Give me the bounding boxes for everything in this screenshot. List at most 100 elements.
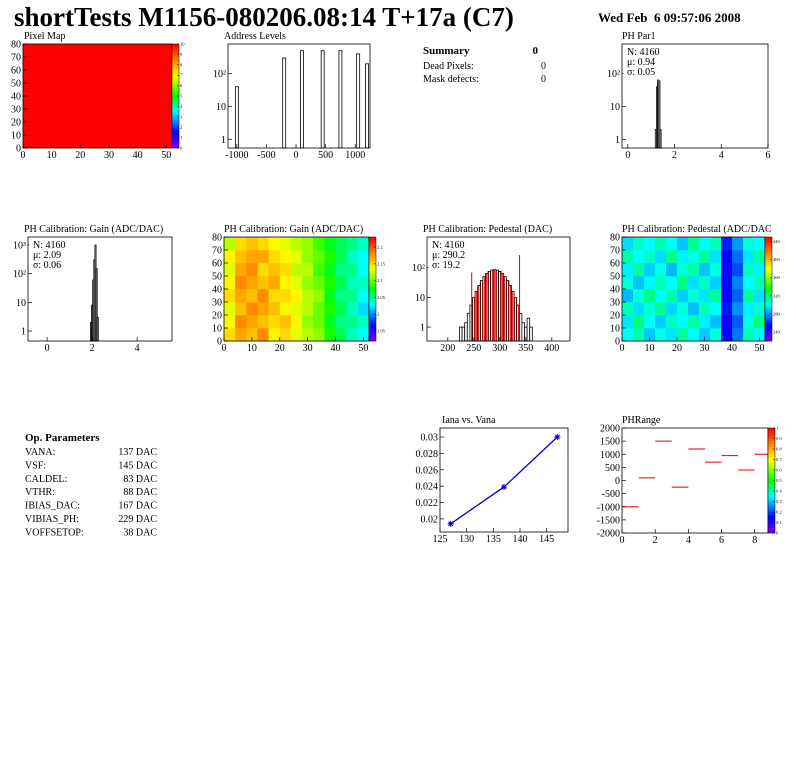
hist-bar	[356, 53, 361, 149]
colorbar-step	[768, 483, 775, 487]
heat-cell	[313, 263, 325, 277]
colorbar-step	[369, 278, 376, 282]
heat-cell	[710, 328, 722, 342]
hist-bar	[338, 50, 343, 149]
colorbar-step	[369, 309, 376, 313]
heat-cell	[279, 328, 292, 342]
x-tick-label: 0	[625, 150, 630, 161]
x-tick-label: 30	[104, 150, 114, 161]
y-tick-label: 10²	[412, 263, 425, 274]
heat-cell	[655, 276, 667, 290]
heat-cell	[290, 289, 303, 303]
panel-title: PH Calibration: Gain (ADC/DAC)	[224, 224, 363, 235]
op-name: CALDEL:	[25, 474, 67, 485]
heat-cell	[699, 276, 711, 290]
heat-cell	[324, 289, 336, 303]
colorbar-step	[765, 278, 772, 282]
x-tick-label: 0	[294, 150, 299, 161]
colorbar-step	[765, 304, 772, 308]
heat-cell	[754, 237, 766, 251]
colorbar-step	[765, 260, 772, 264]
heat-cell	[743, 250, 755, 264]
colorbar-step	[369, 291, 376, 295]
heat-cell	[302, 328, 314, 342]
heat-cell	[655, 250, 667, 264]
colorbar-step	[768, 485, 775, 489]
heat-cell	[224, 315, 236, 329]
heat-cell	[246, 250, 258, 264]
panel-title: Address Levels	[224, 31, 286, 42]
z-tick-label: 10	[180, 42, 185, 47]
heat-cell	[324, 302, 336, 316]
z-tick-label: 0.9	[776, 436, 782, 441]
heat-cell	[346, 263, 359, 277]
colorbar-step	[369, 333, 376, 337]
y-tick-label: 40	[212, 285, 222, 296]
z-tick-label: 7	[180, 73, 183, 78]
heat-cell	[688, 263, 700, 277]
hist-bar	[365, 63, 369, 149]
colorbar-step	[172, 145, 179, 149]
heat-cell	[721, 302, 733, 316]
heat-cell	[743, 276, 755, 290]
colorbar-step	[768, 451, 775, 455]
colorbar-step	[765, 242, 772, 246]
summary-value: 0	[541, 61, 546, 72]
heat-cell	[666, 315, 678, 329]
heat-cell	[335, 289, 347, 303]
heat-cell	[655, 328, 667, 342]
heat-cell	[710, 302, 722, 316]
heat-cell	[268, 263, 281, 277]
colorbar-step	[765, 263, 772, 266]
heat-cell	[302, 276, 314, 290]
x-tick-label: 2	[653, 535, 658, 546]
heat-cell	[268, 237, 281, 251]
colorbar-step	[369, 335, 376, 339]
colorbar-step	[768, 467, 775, 471]
colorbar-step	[765, 338, 772, 342]
heat-cell	[346, 315, 359, 329]
colorbar-step	[765, 333, 772, 337]
stats-box	[29, 238, 75, 273]
x-tick-label: 0	[620, 535, 625, 546]
y-tick-label: 0.028	[416, 449, 439, 460]
heat-cell	[633, 250, 645, 264]
panel-title: Pixel Map	[24, 31, 65, 42]
heat-cell	[313, 289, 325, 303]
colorbar-step	[768, 433, 775, 437]
y-tick-label: 2000	[600, 424, 620, 435]
x-tick-label: 20	[75, 150, 85, 161]
heat-cell	[246, 263, 258, 277]
stats-text: μ: 290.2	[432, 250, 465, 261]
y-tick-label: -2000	[597, 529, 620, 540]
y-tick-label: 20	[11, 118, 21, 129]
heat-cell	[346, 250, 359, 264]
heat-cell	[754, 276, 766, 290]
colorbar-step	[369, 299, 376, 303]
colorbar-step	[768, 443, 775, 447]
colorbar-step	[768, 509, 775, 513]
heat-cell	[677, 263, 689, 277]
y-tick-label: 10	[212, 324, 222, 335]
colorbar-step	[768, 517, 775, 521]
z-tick-label: 5	[180, 94, 183, 99]
colorbar-step	[172, 129, 179, 133]
heat-cell	[346, 276, 359, 290]
colorbar-step	[768, 514, 775, 518]
colorbar-step	[369, 330, 376, 334]
x-tick-label: 40	[331, 343, 341, 354]
colorbar-step	[172, 119, 179, 123]
heat-cell	[357, 328, 370, 342]
hist-bar	[529, 326, 533, 342]
colorbar-step	[172, 114, 179, 118]
heat-cell	[302, 237, 314, 251]
heat-cell	[313, 302, 325, 316]
date: Wed Feb 6 09:57:06 2008	[598, 10, 741, 25]
colorbar-step	[369, 265, 376, 269]
x-tick-label: 40	[727, 343, 737, 354]
colorbar-step	[768, 446, 775, 450]
z-tick-label: 0.8	[776, 447, 782, 452]
y-tick-label: -1500	[597, 515, 620, 526]
x-tick-label: 0	[222, 343, 227, 354]
